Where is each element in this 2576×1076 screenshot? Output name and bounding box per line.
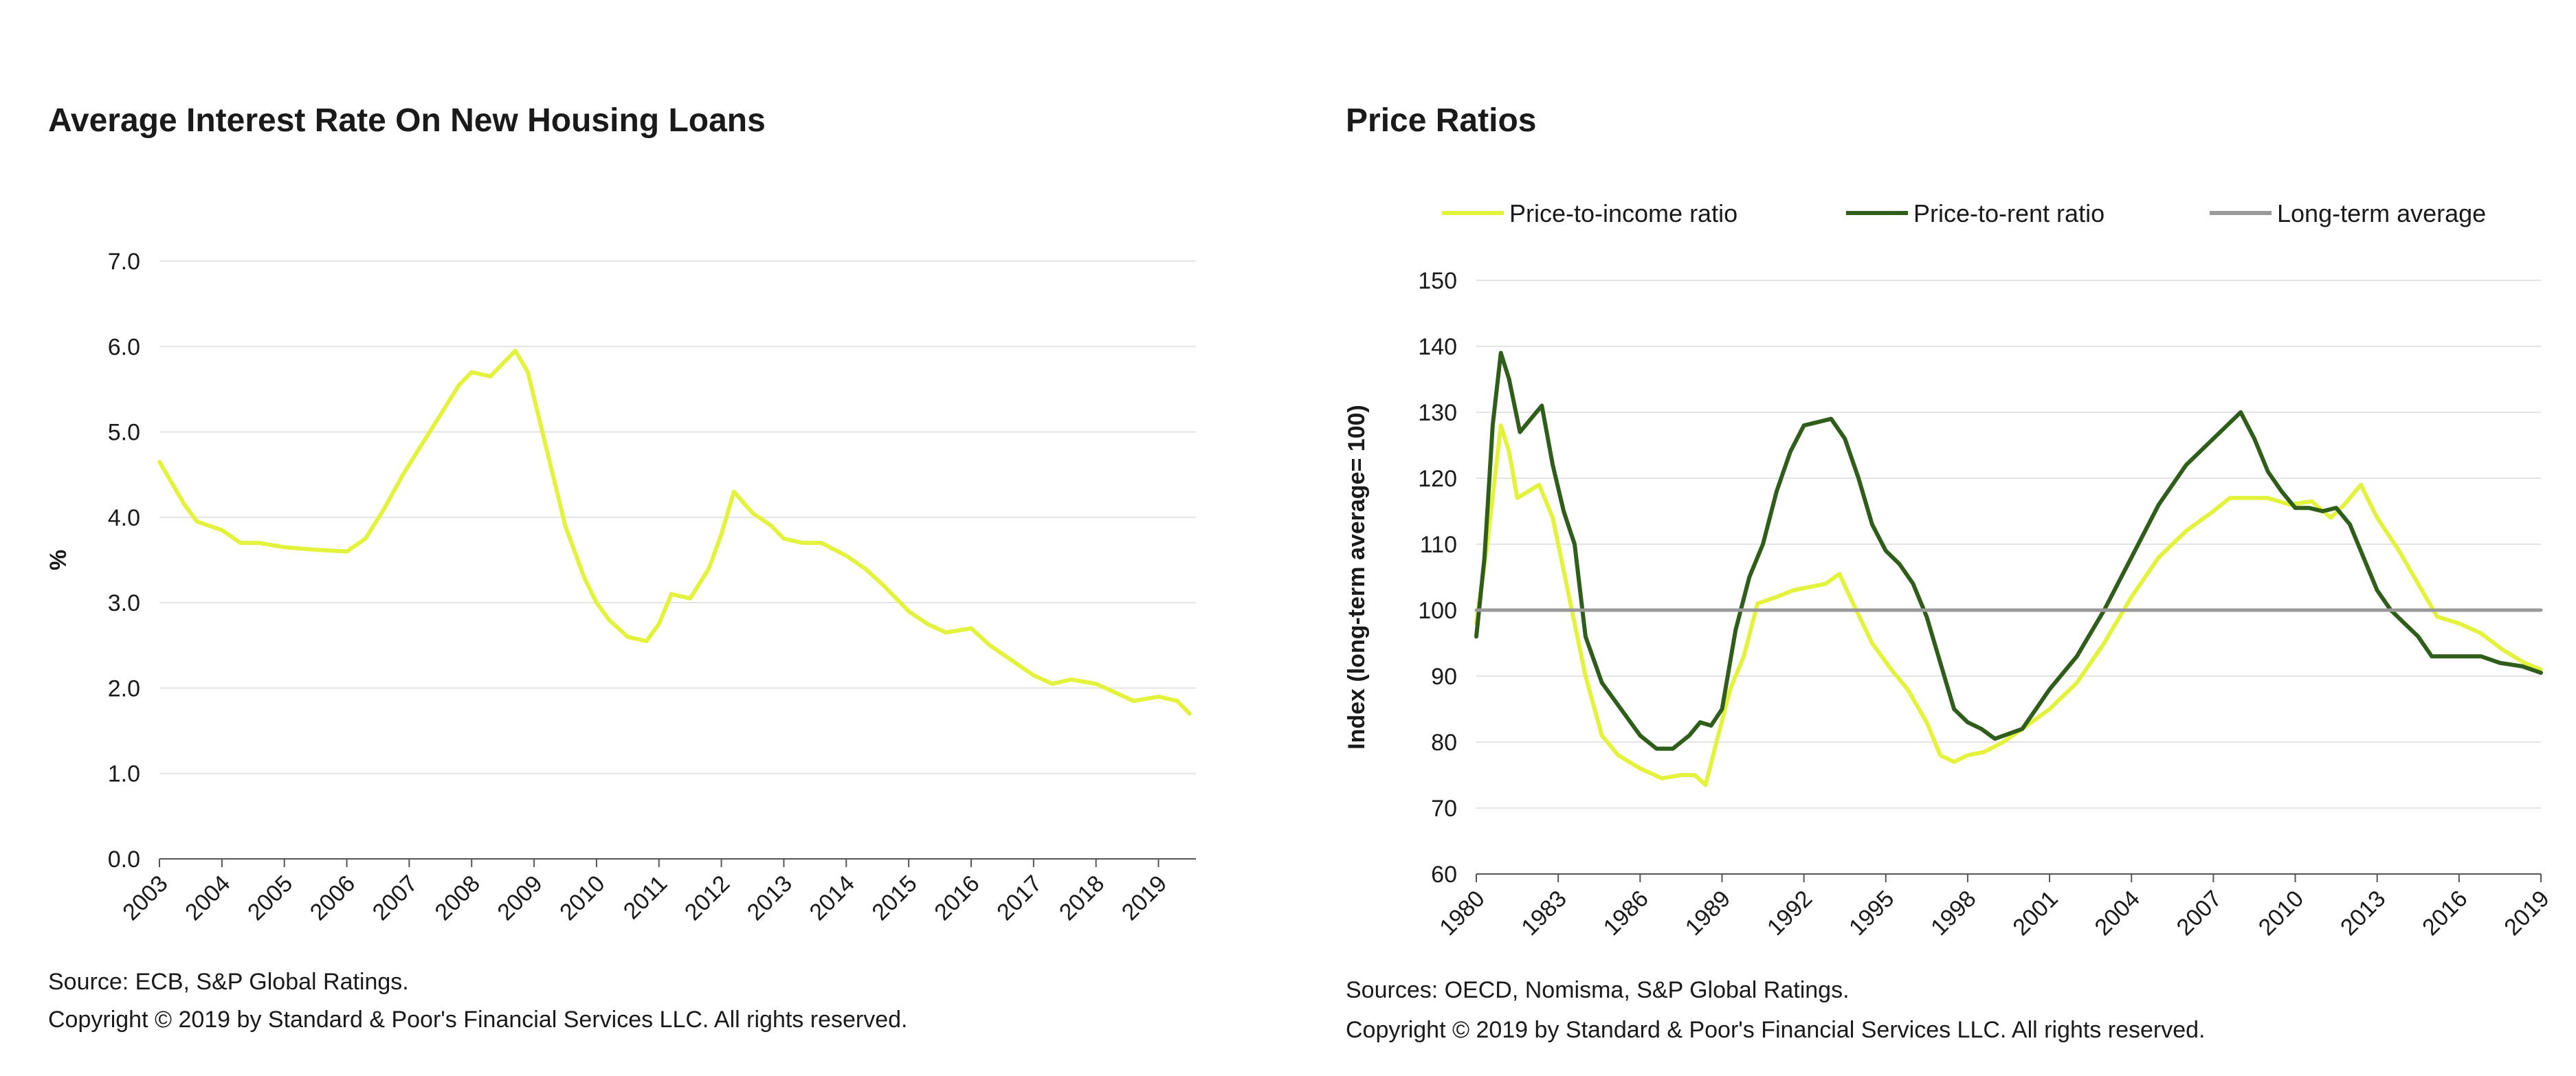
y-axis-title: % bbox=[45, 550, 71, 570]
x-tick-label: 2013 bbox=[2335, 886, 2390, 941]
y-tick-label: 130 bbox=[1418, 400, 1457, 426]
x-tick-label: 2019 bbox=[2499, 886, 2554, 941]
x-tick-label: 2004 bbox=[2090, 886, 2145, 941]
y-tick-label: 90 bbox=[1431, 664, 1457, 690]
y-tick-label: 5.0 bbox=[108, 420, 140, 446]
y-tick-label: 100 bbox=[1418, 598, 1457, 624]
y-tick-label: 70 bbox=[1431, 796, 1457, 822]
legend-label: Price-to-income ratio bbox=[1509, 199, 1737, 227]
y-tick-label: 6.0 bbox=[108, 334, 140, 360]
x-tick-label: 1983 bbox=[1516, 886, 1571, 941]
source-note-interest-rate: Source: ECB, S&P Global Ratings. bbox=[48, 969, 409, 995]
x-tick-label: 1998 bbox=[1926, 886, 1981, 941]
y-tick-label: 0.0 bbox=[108, 847, 140, 873]
x-tick-label: 1992 bbox=[1762, 886, 1817, 941]
x-tick-label: 2007 bbox=[2172, 886, 2227, 941]
x-tick-label: 2001 bbox=[2008, 886, 2063, 941]
x-tick-label: 1989 bbox=[1680, 886, 1735, 941]
x-tick-label: 2010 bbox=[2254, 886, 2309, 941]
y-tick-label: 60 bbox=[1431, 862, 1457, 888]
y-tick-label: 140 bbox=[1418, 334, 1457, 360]
x-tick-label: 1995 bbox=[1844, 886, 1899, 941]
y-tick-label: 7.0 bbox=[108, 249, 140, 275]
source-note-price-ratios: Sources: OECD, Nomisma, S&P Global Ratin… bbox=[1346, 977, 1850, 1003]
series-line-price-to-income-ratio bbox=[1474, 423, 2543, 787]
y-tick-label: 2.0 bbox=[108, 675, 140, 702]
y-tick-label: 1.0 bbox=[108, 761, 140, 787]
legend-label: Price-to-rent ratio bbox=[1913, 199, 2105, 227]
y-tick-label: 150 bbox=[1418, 268, 1457, 294]
copyright-note-price-ratios: Copyright © 2019 by Standard & Poor's Fi… bbox=[1346, 1017, 2206, 1043]
series-line-price-to-rent-ratio bbox=[1474, 350, 2543, 751]
legend-label: Long-term average bbox=[2277, 199, 2486, 227]
chart-title-price-ratios: Price Ratios bbox=[1346, 102, 1537, 139]
y-axis-title: Index (long-term average= 100) bbox=[1344, 405, 1370, 750]
series-line-average-interest-rate bbox=[157, 348, 1192, 716]
y-tick-label: 4.0 bbox=[108, 505, 140, 531]
y-tick-label: 80 bbox=[1431, 730, 1457, 756]
y-tick-label: 120 bbox=[1418, 466, 1457, 492]
x-tick-label: 2016 bbox=[2417, 886, 2472, 941]
y-tick-label: 3.0 bbox=[108, 590, 140, 616]
chart-title-interest-rate: Average Interest Rate On New Housing Loa… bbox=[48, 102, 766, 139]
y-tick-label: 110 bbox=[1420, 532, 1457, 558]
copyright-note-interest-rate: Copyright © 2019 by Standard & Poor's Fi… bbox=[48, 1007, 908, 1033]
x-tick-label: 1980 bbox=[1434, 886, 1489, 941]
x-tick-label: 1986 bbox=[1599, 886, 1654, 941]
